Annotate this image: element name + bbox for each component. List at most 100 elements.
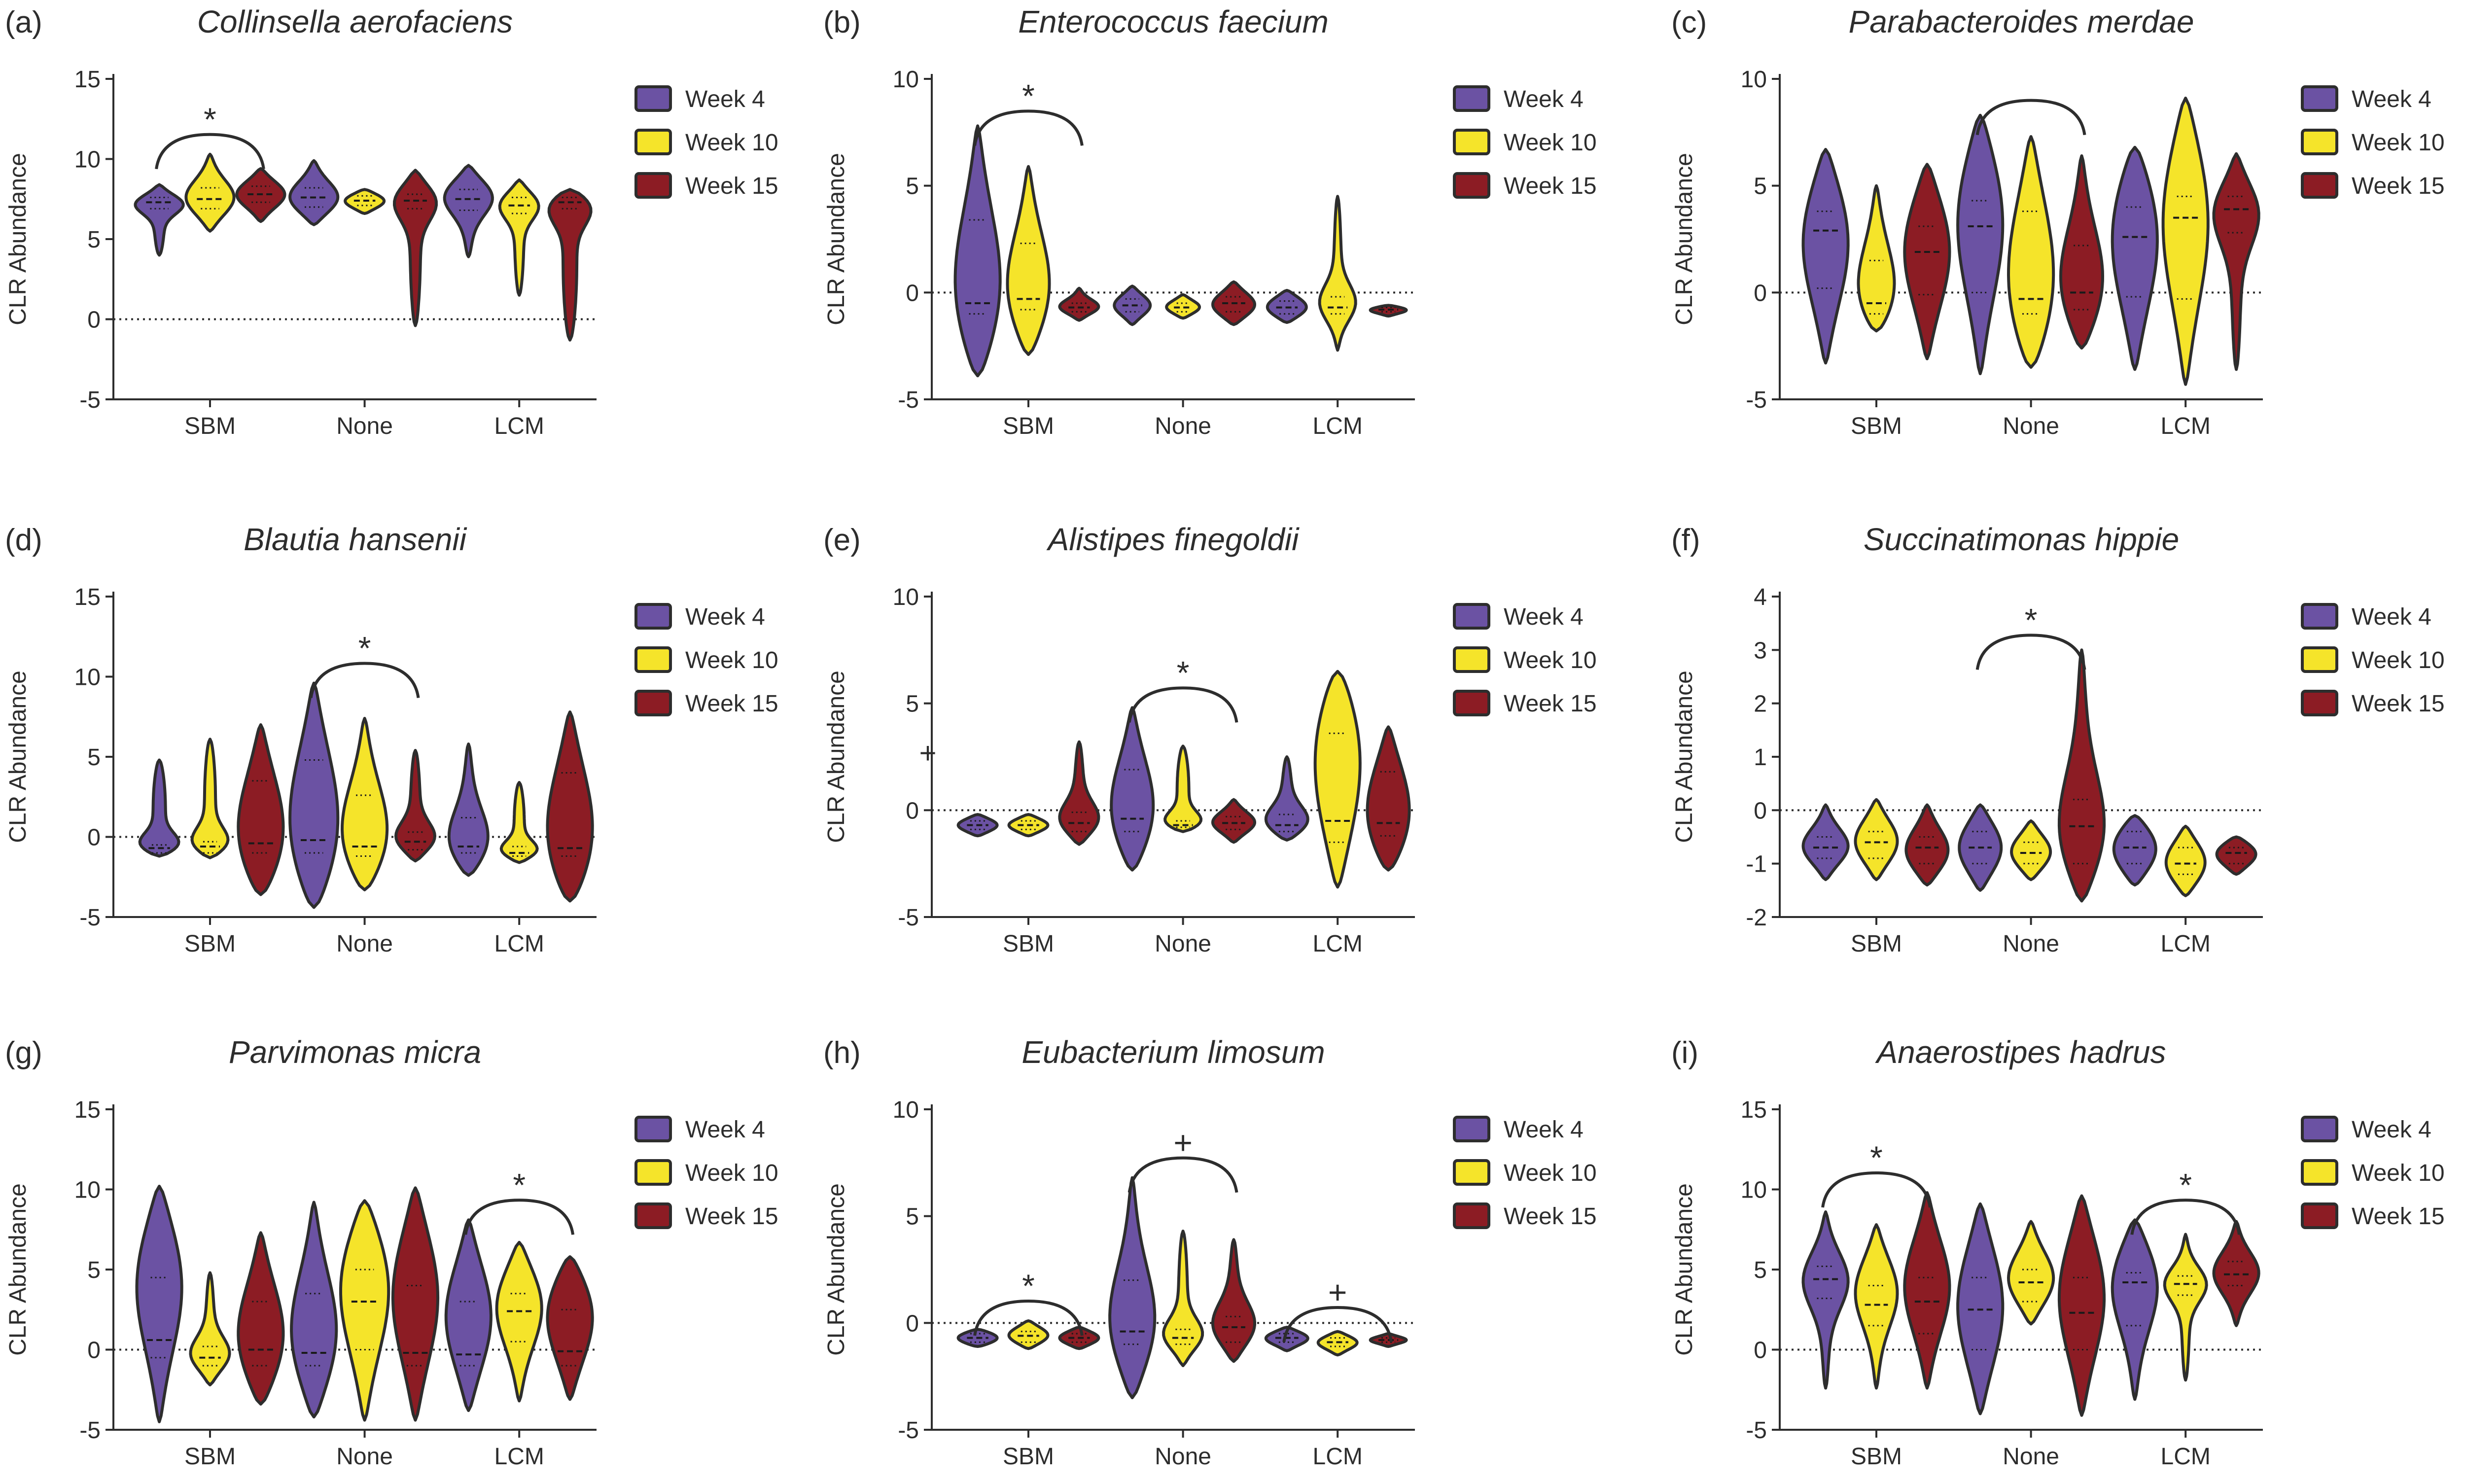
violin-mark: [2007, 135, 2055, 369]
significance-marker: *: [1177, 654, 1190, 691]
violin-mark: [2164, 824, 2207, 897]
significance-bracket: [1282, 1306, 1393, 1343]
panel-letter: (b): [823, 5, 861, 39]
x-tick-label: SBM: [1003, 413, 1054, 439]
significance-bracket: [464, 1199, 575, 1235]
x-tick-label: LCM: [2161, 413, 2211, 439]
panel-letter: (c): [1671, 5, 1707, 39]
significance-bracket: [155, 133, 265, 170]
violin-mark: [2161, 97, 2210, 386]
legend-swatch: [2301, 172, 2338, 199]
y-tick-label: 2: [1754, 691, 1767, 717]
legend-label: Week 10: [2352, 130, 2445, 156]
legend-swatch: [2301, 1159, 2338, 1186]
chart-panel-b: (b) Enterococcus faecium CLR Abundance -5 0 5…: [823, 4, 1597, 439]
chart-title: Parabacteroides merdae: [1849, 4, 2194, 39]
extra-marker: +: [919, 737, 936, 770]
legend-label: Week 15: [1504, 173, 1597, 199]
significance-marker: *: [204, 101, 216, 138]
violin-mark: [2007, 1220, 2055, 1326]
violin-mark: [237, 1231, 285, 1406]
y-axis-label: CLR Abundance: [1671, 671, 1697, 843]
violin-mark: [1058, 286, 1100, 322]
legend-swatch: [2301, 1116, 2338, 1142]
legend-label: Week 4: [1504, 86, 1584, 112]
y-tick-label: 5: [906, 174, 919, 200]
violin-mark: [499, 781, 539, 864]
violin-mark: [135, 1185, 183, 1423]
y-tick-label: 10: [1741, 67, 1767, 93]
violin-mark: [391, 1186, 440, 1422]
violin-mark: [1801, 1210, 1850, 1390]
y-axis-label: CLR Abundance: [823, 671, 849, 843]
legend-swatch: [1453, 85, 1490, 112]
legend-swatch: [1453, 1116, 1490, 1142]
chart-title: Collinsella aerofaciens: [197, 4, 513, 39]
x-tick-label: None: [1155, 413, 1211, 439]
violin-mark: [1211, 1238, 1256, 1363]
y-tick-label: 1: [1754, 744, 1767, 771]
panel-letter: (a): [5, 5, 42, 39]
x-tick-label: LCM: [494, 1444, 544, 1470]
violin-mark: [546, 710, 594, 903]
legend-label: Week 10: [685, 647, 778, 673]
chart-title: Succinatimonas hippie: [1864, 522, 2179, 557]
y-tick-label: -5: [898, 387, 919, 413]
violin-mark: [190, 738, 230, 859]
y-tick-label: -5: [1746, 1417, 1767, 1444]
chart-panel-a: (a) Collinsella aerofaciens CLR Abundance -…: [5, 4, 778, 439]
x-tick-label: SBM: [1003, 1444, 1054, 1470]
violin-mark: [1366, 725, 1411, 872]
violin-mark: [1264, 755, 1309, 842]
panel-letter: (g): [5, 1036, 42, 1070]
y-tick-label: 15: [74, 67, 101, 93]
x-tick-label: SBM: [1003, 931, 1054, 957]
y-tick-label: -5: [79, 1417, 101, 1444]
y-tick-label: 10: [74, 1177, 101, 1203]
y-tick-label: 0: [906, 280, 919, 306]
significance-bracket: [1821, 1171, 1932, 1208]
y-tick-label: 10: [893, 584, 919, 610]
y-tick-label: 5: [87, 1257, 101, 1283]
x-tick-label: LCM: [1313, 931, 1363, 957]
legend-label: Week 15: [685, 173, 778, 199]
x-tick-label: SBM: [1851, 931, 1902, 957]
y-tick-label: 4: [1754, 584, 1767, 610]
x-tick-label: SBM: [1851, 413, 1902, 439]
significance-marker: +: [1328, 1274, 1347, 1310]
y-tick-label: 10: [893, 1097, 919, 1123]
violin-mark: [1854, 798, 1899, 882]
chart-title: Anaerostipes hadrus: [1874, 1034, 2166, 1070]
violin-mark: [444, 1218, 493, 1412]
y-tick-label: 10: [74, 147, 101, 173]
violin-mark: [2163, 1233, 2208, 1382]
violin-mark: [1162, 1230, 1204, 1367]
chart-title: Parvimonas micra: [229, 1034, 481, 1070]
y-tick-label: 0: [1754, 1338, 1767, 1364]
panel-letter: (e): [823, 523, 861, 557]
y-tick-label: 5: [87, 744, 101, 771]
y-tick-label: 0: [1754, 798, 1767, 824]
violin-mark: [2212, 152, 2260, 371]
legend-swatch: [2301, 646, 2338, 673]
legend-swatch: [1453, 603, 1490, 630]
y-axis-label: CLR Abundance: [1671, 1183, 1697, 1356]
violin-mark: [2057, 1194, 2106, 1417]
x-tick-label: None: [2003, 1444, 2059, 1470]
violin-mark: [1058, 740, 1100, 846]
violin-mark: [1108, 1176, 1157, 1399]
x-tick-label: None: [2003, 931, 2059, 957]
legend-swatch: [634, 1116, 672, 1142]
legend-label: Week 15: [2352, 173, 2445, 199]
y-tick-label: 0: [87, 307, 101, 333]
violin-mark: [184, 152, 236, 233]
y-axis-label: CLR Abundance: [5, 1183, 31, 1356]
significance-bracket: [1127, 686, 1238, 723]
violin-mark: [2059, 154, 2104, 350]
x-tick-label: LCM: [1313, 413, 1363, 439]
chart-title: Enterococcus faecium: [1018, 4, 1329, 39]
legend-label: Week 4: [685, 1117, 765, 1143]
legend-swatch: [2301, 1202, 2338, 1229]
legend-label: Week 10: [1504, 647, 1597, 673]
